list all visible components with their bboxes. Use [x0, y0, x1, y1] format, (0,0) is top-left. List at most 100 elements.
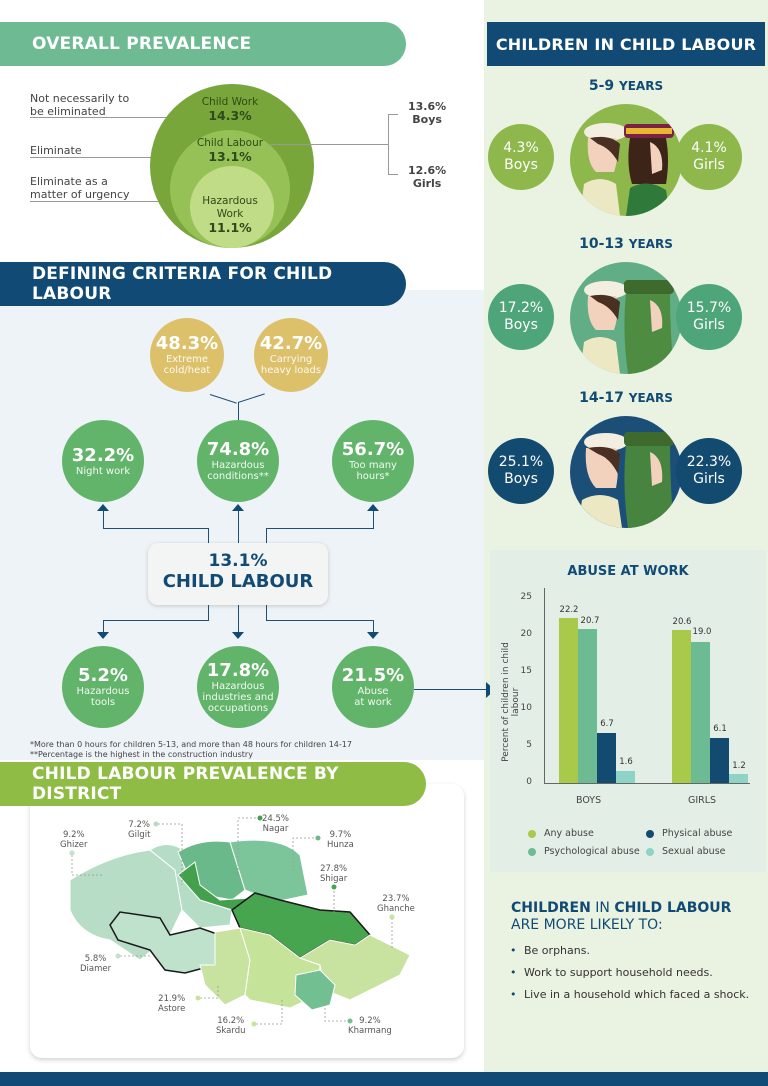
- children-title: CHILDREN IN CHILD LABOUR: [487, 22, 765, 66]
- legend-sexual-abuse: Sexual abuse: [646, 846, 726, 857]
- hazardous-conditions-circle: 74.8% Hazardous conditions**: [197, 420, 279, 502]
- girls-stat: 12.6% Girls: [408, 164, 447, 190]
- district-nagar: 24.5% Nagar: [262, 814, 290, 834]
- overall-prevalence-title: OVERALL PREVALENCE: [0, 22, 406, 66]
- center-value: 13.1%: [208, 551, 268, 571]
- gender-bracket: [388, 114, 389, 174]
- connector: [238, 402, 239, 420]
- bar-boys-physical: [597, 733, 616, 783]
- boy-girl-illustration-icon: [580, 123, 674, 216]
- y-axis: [544, 588, 545, 784]
- connector: [208, 528, 209, 544]
- connector: [373, 620, 374, 632]
- boys-stat-5-9: 4.3% Boys: [488, 124, 554, 190]
- gender-bracket-bottom: [388, 174, 398, 175]
- connector-to-chart: [414, 689, 488, 690]
- y-tick: 10: [520, 703, 532, 713]
- label-eliminate: Eliminate: [30, 144, 82, 157]
- connector: [266, 605, 267, 620]
- legend-dot-icon: [528, 829, 536, 838]
- gender-leader-line: [270, 144, 388, 145]
- arrow-down-icon: [97, 632, 109, 639]
- district-map-icon: [69, 815, 411, 1027]
- more-likely-list: Be orphans. Work to support household ne…: [510, 944, 760, 1010]
- footnote-percentage: **Percentage is the highest in the const…: [30, 750, 253, 759]
- boy-girl-illustration-icon: [580, 280, 674, 374]
- more-likely-title: CHILDREN IN CHILD LABOUR ARE MORE LIKELY…: [511, 900, 732, 933]
- district-shigar: 27.8% Shigar: [320, 864, 348, 884]
- hazardous-tools-circle: 5.2% Hazardous tools: [62, 646, 144, 728]
- connector: [266, 620, 374, 621]
- abuse-at-work-circle: 21.5% Abuse at work: [332, 646, 414, 728]
- connector: [238, 511, 239, 544]
- label-not-necessarily: Not necessarily to be eliminated: [30, 92, 130, 118]
- bar-girls-any: [672, 630, 691, 783]
- girls-stat-14-17: 22.3% Girls: [676, 438, 742, 504]
- boy-girl-illustration-icon: [578, 432, 674, 528]
- district-hunza: 9.7% Hunza: [327, 830, 354, 850]
- chart-title: ABUSE AT WORK: [567, 564, 689, 579]
- arrow-down-icon: [367, 632, 379, 639]
- bar-boys-sexual: [616, 771, 635, 783]
- list-item: Be orphans.: [510, 944, 760, 957]
- bar-value: 20.6: [672, 617, 692, 627]
- hazardous-industries-circle: 17.8% Hazardous industries and occupatio…: [197, 646, 279, 728]
- y-axis-label: Percent of children in child labour: [501, 642, 521, 762]
- boys-stat: 13.6% Boys: [408, 100, 447, 126]
- children-illustration-5-9: [570, 104, 682, 216]
- night-work-circle: 32.2% Night work: [62, 420, 144, 502]
- legend-dot-icon: [528, 847, 536, 856]
- y-tick: 15: [520, 666, 532, 676]
- boys-stat-10-13: 17.2% Boys: [488, 284, 554, 350]
- connector: [266, 528, 267, 544]
- x-label-boys: BOYS: [576, 795, 602, 806]
- connector: [266, 528, 374, 529]
- connector: [238, 605, 239, 632]
- bar-boys-psychological: [578, 629, 597, 783]
- arrow-down-icon: [232, 632, 244, 639]
- district-astore: 21.9% Astore: [158, 994, 186, 1014]
- connector: [103, 528, 209, 529]
- connector: [103, 620, 104, 632]
- age-title-14-17: 14-17 YEARS: [579, 390, 673, 406]
- list-item: Live in a household which faced a shock.: [510, 988, 760, 1001]
- bar-value: 1.6: [619, 757, 633, 767]
- child-labour-text: Child Labour 13.1%: [196, 137, 264, 164]
- list-item: Work to support household needs.: [510, 966, 760, 979]
- child-labour-center-box: 13.1% CHILD LABOUR: [148, 543, 328, 605]
- child-work-text: Child Work 14.3%: [201, 96, 259, 123]
- bar-girls-psychological: [691, 642, 710, 783]
- bar-girls-sexual: [729, 774, 748, 783]
- bar-girls-physical: [710, 738, 729, 783]
- children-illustration-14-17: [570, 416, 682, 528]
- arrow-up-icon: [97, 504, 109, 511]
- y-tick: 5: [526, 740, 532, 750]
- footer-bar: [0, 1072, 768, 1086]
- district-diamer: 5.8% Diamer: [80, 954, 112, 974]
- arrow-up-icon: [367, 504, 379, 511]
- connector: [103, 620, 209, 621]
- bar-value: 19.0: [692, 627, 712, 637]
- x-axis: [544, 783, 750, 784]
- leader-line: [30, 117, 210, 118]
- footnote-hours: *More than 0 hours for children 5-13, an…: [30, 740, 352, 749]
- connector: [208, 605, 209, 620]
- gender-bracket-top: [388, 114, 398, 115]
- boys-stat-14-17: 25.1% Boys: [488, 438, 554, 504]
- abuse-at-work-chart: ABUSE AT WORK Percent of children in chi…: [490, 550, 766, 872]
- bar-value: 6.1: [713, 724, 727, 734]
- criteria-title: DEFINING CRITERIA FOR CHILD LABOUR: [0, 262, 406, 306]
- legend-dot-icon: [646, 847, 654, 856]
- x-label-girls: GIRLS: [688, 795, 717, 806]
- bar-value: 6.7: [600, 719, 614, 729]
- bar-value: 20.7: [580, 616, 600, 626]
- district-skardu: 16.2% Skardu: [216, 1016, 246, 1036]
- age-title-5-9: 5-9 YEARS: [588, 78, 664, 94]
- hazardous-work-circle: [190, 166, 274, 248]
- bar-value: 22.2: [559, 605, 579, 615]
- district-ghizer: 9.2% Ghizer: [60, 830, 88, 850]
- connector: [373, 511, 374, 529]
- legend-physical-abuse: Physical abuse: [646, 828, 732, 839]
- connector: [103, 511, 104, 529]
- girls-stat-5-9: 4.1% Girls: [676, 124, 742, 190]
